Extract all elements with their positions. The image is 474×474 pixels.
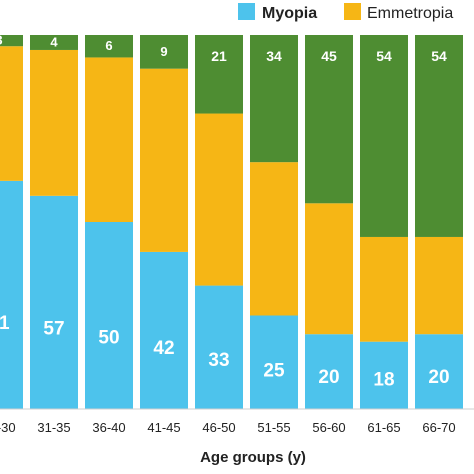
bars-layer xyxy=(0,35,463,409)
data-label-3-31-35: 4 xyxy=(50,34,58,49)
data-label-1-46-50: 33 xyxy=(208,350,229,371)
data-label-1-61-65: 18 xyxy=(373,369,394,390)
x-tick-label: 41-45 xyxy=(147,420,180,435)
x-tick-label: 36-40 xyxy=(92,420,125,435)
bar-segment-1-61-65 xyxy=(360,341,408,409)
x-tick-label: 61-65 xyxy=(367,420,400,435)
x-tick-labels: 26-30 31-35 36-40 41-45 46-50 51-55 56-60 61-65… xyxy=(0,420,456,435)
bar-segment-1-56-60 xyxy=(305,334,353,409)
data-label-1-26-30: 61 xyxy=(0,313,10,334)
bar-segment-3-31-35 xyxy=(30,35,78,50)
x-tick-label: 56-60 xyxy=(312,420,345,435)
bar-segment-1-46-50 xyxy=(195,285,243,409)
bar-segment-1-26-30 xyxy=(0,180,23,409)
data-label-1-41-45: 42 xyxy=(153,338,174,359)
data-label-3-36-40: 6 xyxy=(105,38,112,53)
bar-segment-3-36-40 xyxy=(85,35,133,58)
bar-segment-2-61-65 xyxy=(360,236,408,342)
data-labels-layer: 61 3 57 4 50 6 42 9 33 21 25 34 20 45 18 54 20 54 xyxy=(0,33,450,391)
bar-segment-2-51-55 xyxy=(250,162,298,316)
data-label-3-46-50: 21 xyxy=(211,48,227,64)
bar-segment-3-41-45 xyxy=(140,35,188,69)
bar-segment-2-31-35 xyxy=(30,49,78,196)
bar-segment-2-46-50 xyxy=(195,113,243,286)
data-label-1-66-70: 20 xyxy=(428,367,449,388)
data-label-1-51-55: 25 xyxy=(263,360,285,381)
data-label-1-31-35: 57 xyxy=(43,318,64,339)
x-tick-label: 51-55 xyxy=(257,420,290,435)
bar-segment-1-36-40 xyxy=(85,222,133,409)
legend: Myopia Emmetropia xyxy=(238,3,453,22)
legend-label-myopia: Myopia xyxy=(262,5,317,22)
bar-segment-3-46-50 xyxy=(195,35,243,114)
data-label-3-41-45: 9 xyxy=(160,44,167,59)
data-label-1-36-40: 50 xyxy=(98,328,119,349)
bar-segment-2-41-45 xyxy=(140,68,188,252)
legend-label-emmetropia: Emmetropia xyxy=(367,5,453,22)
bar-segment-1-51-55 xyxy=(250,315,298,409)
bar-segment-2-36-40 xyxy=(85,57,133,222)
bar-segment-3-66-70 xyxy=(415,35,463,237)
x-tick-label: 26-30 xyxy=(0,420,16,435)
data-label-1-56-60: 20 xyxy=(318,367,339,388)
bar-segment-2-56-60 xyxy=(305,203,353,335)
bar-segment-3-51-55 xyxy=(250,35,298,163)
bar-segment-2-26-30 xyxy=(0,46,23,181)
bar-segment-1-41-45 xyxy=(140,251,188,409)
x-tick-label: 46-50 xyxy=(202,420,235,435)
x-tick-label: 31-35 xyxy=(37,420,70,435)
bar-segment-1-31-35 xyxy=(30,195,78,409)
bar-segment-3-61-65 xyxy=(360,35,408,237)
bar-segment-3-26-30 xyxy=(0,35,23,47)
x-axis-label: Age groups (y) xyxy=(200,449,306,466)
data-label-3-51-55: 34 xyxy=(266,48,282,64)
bar-segment-2-66-70 xyxy=(415,236,463,335)
legend-swatch-emmetropia xyxy=(344,3,361,20)
bar-segment-3-56-60 xyxy=(305,35,353,204)
x-tick-label: 66-70 xyxy=(422,420,455,435)
data-label-3-61-65: 54 xyxy=(376,48,392,64)
data-label-3-56-60: 45 xyxy=(321,48,337,64)
legend-swatch-myopia xyxy=(238,3,255,20)
bar-segment-1-66-70 xyxy=(415,334,463,409)
data-label-3-66-70: 54 xyxy=(431,48,447,64)
data-label-3-26-30: 3 xyxy=(0,33,3,48)
